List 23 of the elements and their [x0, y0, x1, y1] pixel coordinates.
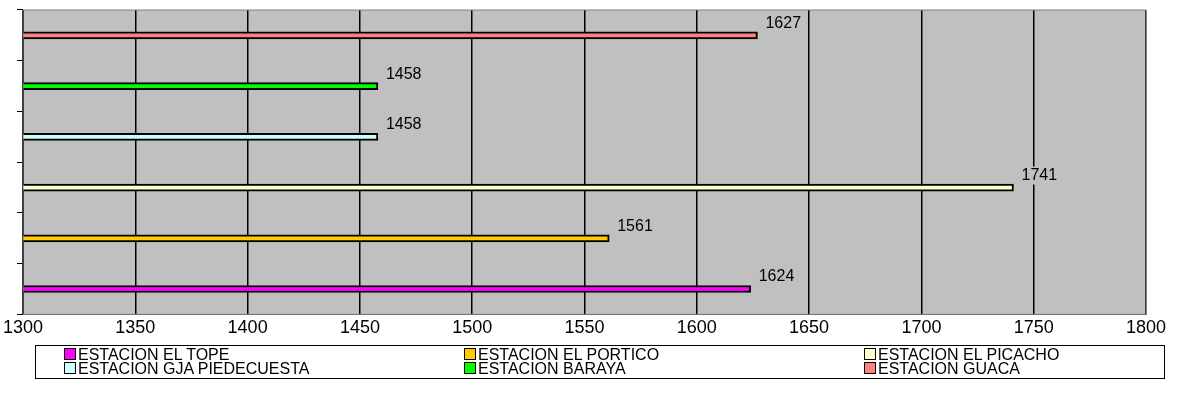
x-tick-label: 1750 [1013, 317, 1054, 338]
x-tick-label: 1700 [901, 317, 942, 338]
data-label: 1458 [385, 64, 422, 82]
legend-label: ESTACION BARAYA [477, 360, 627, 377]
legend-label: ESTACION GUACA [877, 360, 1021, 377]
legend-label: ESTACION GJA PIEDECUESTA [77, 360, 311, 377]
data-label: 1458 [385, 115, 422, 133]
x-tick-label: 1650 [789, 317, 830, 338]
x-tick-label: 1600 [676, 317, 717, 338]
legend-label: ESTACION EL PICACHO [877, 346, 1061, 363]
legend-label: ESTACION EL TOPE [77, 346, 230, 363]
x-tick-label: 1350 [115, 317, 156, 338]
x-tick-label: 1300 [3, 317, 44, 338]
data-label: 1561 [617, 216, 653, 234]
legend-label: ESTACION EL PORTICO [477, 346, 661, 363]
x-tick-label: 1800 [1125, 317, 1167, 338]
data-label: 1624 [758, 267, 795, 285]
x-tick-label: 1550 [564, 317, 605, 338]
x-tick-label: 1500 [452, 317, 493, 338]
data-label: 1627 [765, 13, 802, 31]
x-tick-label: 1450 [339, 317, 380, 338]
data-label: 1741 [1021, 165, 1058, 183]
x-tick-label: 1400 [227, 317, 268, 338]
